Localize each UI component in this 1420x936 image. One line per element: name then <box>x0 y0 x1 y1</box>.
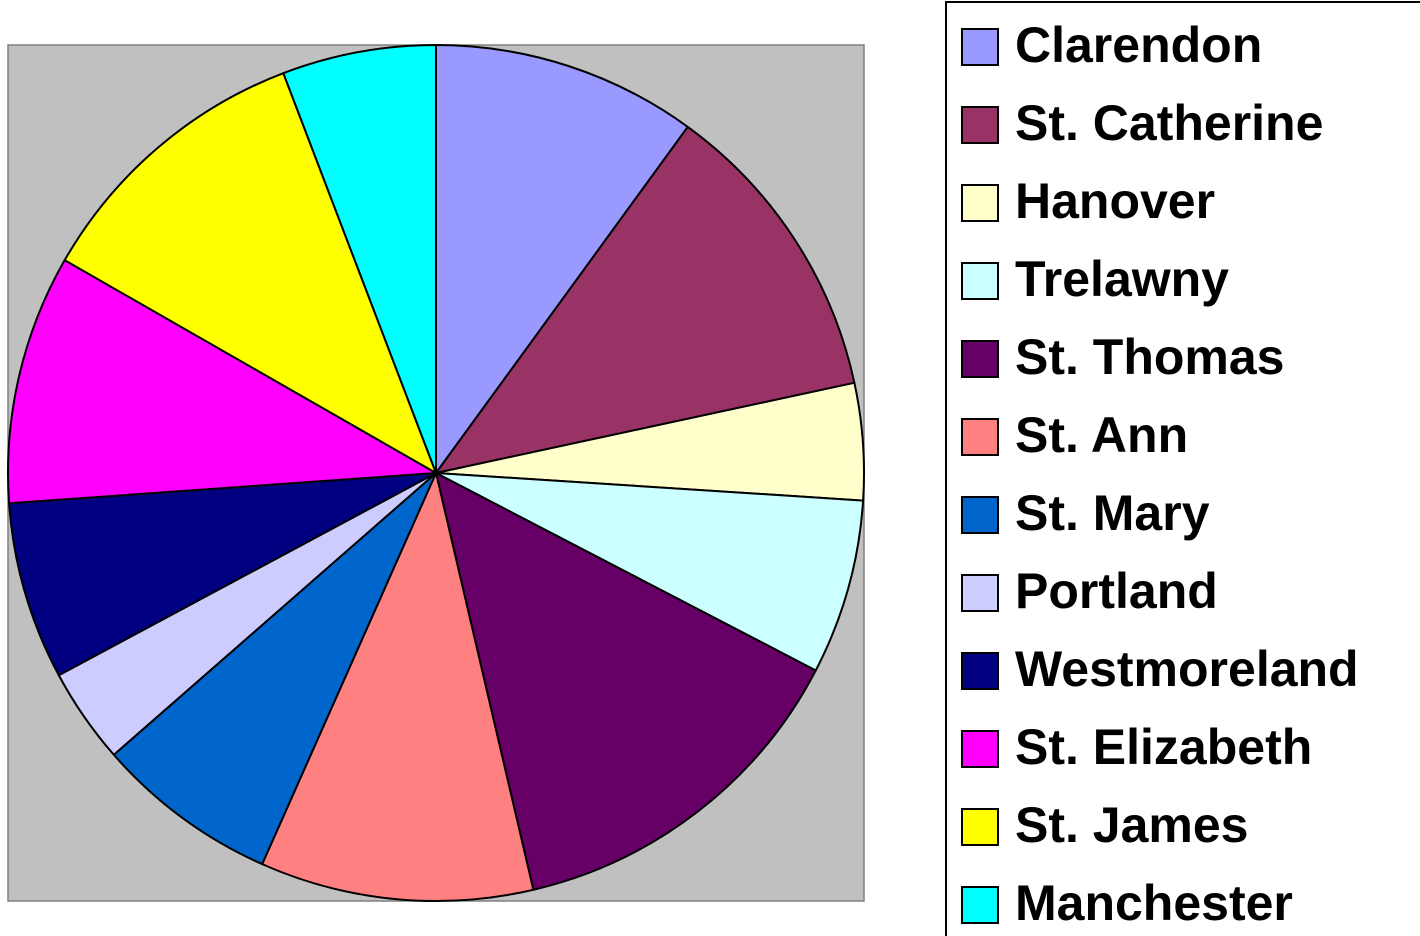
pie-slice <box>8 472 437 677</box>
legend-swatch <box>961 418 999 456</box>
pie-slice <box>112 472 437 866</box>
legend-label: Hanover <box>1015 173 1215 229</box>
legend-swatch <box>961 496 999 534</box>
legend-label: St. Thomas <box>1015 329 1284 385</box>
pie-slice <box>261 472 535 902</box>
pie-slice <box>63 72 437 474</box>
pie-slice <box>435 472 817 891</box>
legend-swatch <box>961 340 999 378</box>
pie <box>7 44 865 902</box>
legend-swatch <box>961 574 999 612</box>
legend-label: Trelawny <box>1015 251 1229 307</box>
legend-label: St. Ann <box>1015 407 1188 463</box>
pie-slice <box>7 259 437 505</box>
legend-swatch <box>961 262 999 300</box>
legend-label: Clarendon <box>1015 17 1262 73</box>
legend-label: Manchester <box>1015 875 1293 931</box>
legend-swatch <box>961 886 999 924</box>
legend-swatch <box>961 808 999 846</box>
pie-slice <box>435 125 856 474</box>
pie-slice <box>435 472 865 672</box>
legend-label: St. Mary <box>1015 485 1210 541</box>
legend-label: St. James <box>1015 797 1248 853</box>
legend-swatch <box>961 652 999 690</box>
legend-label: Westmoreland <box>1015 641 1359 697</box>
legend-swatch <box>961 730 999 768</box>
legend: Clarendon St. Catherine Hanover Trelawny St.… <box>961 17 1359 931</box>
legend-swatch <box>961 184 999 222</box>
pie-slice <box>435 44 689 474</box>
legend-swatch <box>961 28 999 66</box>
legend-swatch <box>961 106 999 144</box>
legend-box <box>945 1 1420 936</box>
legend-label: St. Catherine <box>1015 95 1323 151</box>
legend-label: St. Elizabeth <box>1015 719 1312 775</box>
legend-label: Portland <box>1015 563 1218 619</box>
pie-slice <box>282 44 437 474</box>
